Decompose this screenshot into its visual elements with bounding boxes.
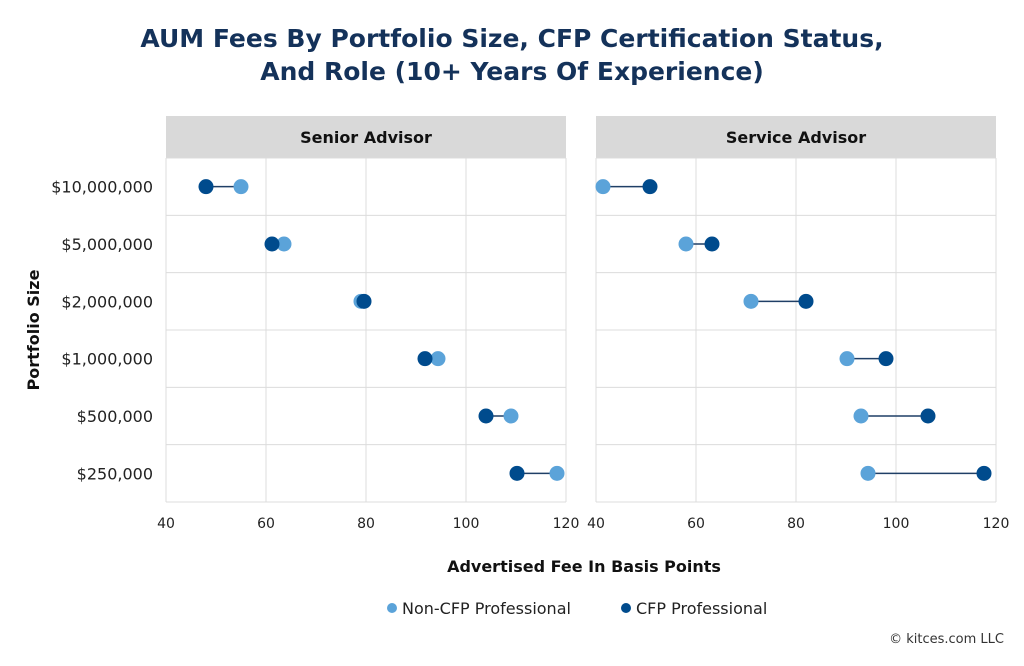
- data-point-non-cfp: [595, 179, 611, 195]
- y-tick-label: $250,000: [77, 464, 153, 483]
- data-point-non-cfp: [860, 465, 876, 481]
- x-tick-label: 40: [587, 516, 605, 532]
- data-point-cfp: [356, 293, 372, 309]
- data-point-cfp: [920, 408, 936, 424]
- data-point-non-cfp: [678, 236, 694, 252]
- data-point-cfp: [478, 408, 494, 424]
- data-point-cfp: [798, 293, 814, 309]
- x-tick-label: 80: [787, 516, 805, 532]
- data-point-non-cfp: [430, 351, 446, 367]
- x-tick-label: 40: [157, 516, 175, 532]
- data-point-cfp: [976, 465, 992, 481]
- y-tick-label: $1,000,000: [61, 350, 153, 369]
- x-tick-label: 60: [257, 516, 275, 532]
- data-point-cfp: [509, 465, 525, 481]
- x-tick-label: 100: [883, 516, 910, 532]
- data-point-non-cfp: [549, 465, 565, 481]
- data-point-non-cfp: [503, 408, 519, 424]
- panel-title: Senior Advisor: [300, 128, 432, 147]
- legend-label: Non-CFP Professional: [402, 599, 571, 618]
- data-point-non-cfp: [853, 408, 869, 424]
- panel-header: [596, 116, 996, 158]
- legend-marker: [387, 603, 397, 613]
- chart-title-line-2: And Role (10+ Years Of Experience): [260, 57, 764, 86]
- data-point-cfp: [878, 351, 894, 367]
- data-point-non-cfp: [743, 293, 759, 309]
- legend-label: CFP Professional: [636, 599, 767, 618]
- y-tick-label: $5,000,000: [61, 235, 153, 254]
- copyright: © kitces.com LLC: [889, 632, 1004, 647]
- data-point-non-cfp: [233, 179, 249, 195]
- x-axis-label: Advertised Fee In Basis Points: [447, 557, 721, 576]
- y-axis-label: Portfolio Size: [24, 269, 43, 390]
- chart-title-line-1: AUM Fees By Portfolio Size, CFP Certific…: [140, 24, 884, 53]
- data-point-non-cfp: [839, 351, 855, 367]
- data-point-cfp: [264, 236, 280, 252]
- y-tick-label: $10,000,000: [51, 178, 153, 197]
- x-tick-label: 100: [453, 516, 480, 532]
- x-tick-label: 120: [553, 516, 580, 532]
- y-tick-label: $500,000: [77, 407, 153, 426]
- data-point-cfp: [198, 179, 214, 195]
- data-point-cfp: [642, 179, 658, 195]
- x-tick-label: 80: [357, 516, 375, 532]
- panel-title: Service Advisor: [726, 128, 866, 147]
- legend-marker: [621, 603, 631, 613]
- data-point-cfp: [704, 236, 720, 252]
- x-tick-label: 60: [687, 516, 705, 532]
- panel-header: [166, 116, 566, 158]
- data-point-non-cfp: [276, 236, 292, 252]
- x-tick-label: 120: [983, 516, 1010, 532]
- data-point-cfp: [417, 351, 433, 367]
- y-tick-label: $2,000,000: [61, 292, 153, 311]
